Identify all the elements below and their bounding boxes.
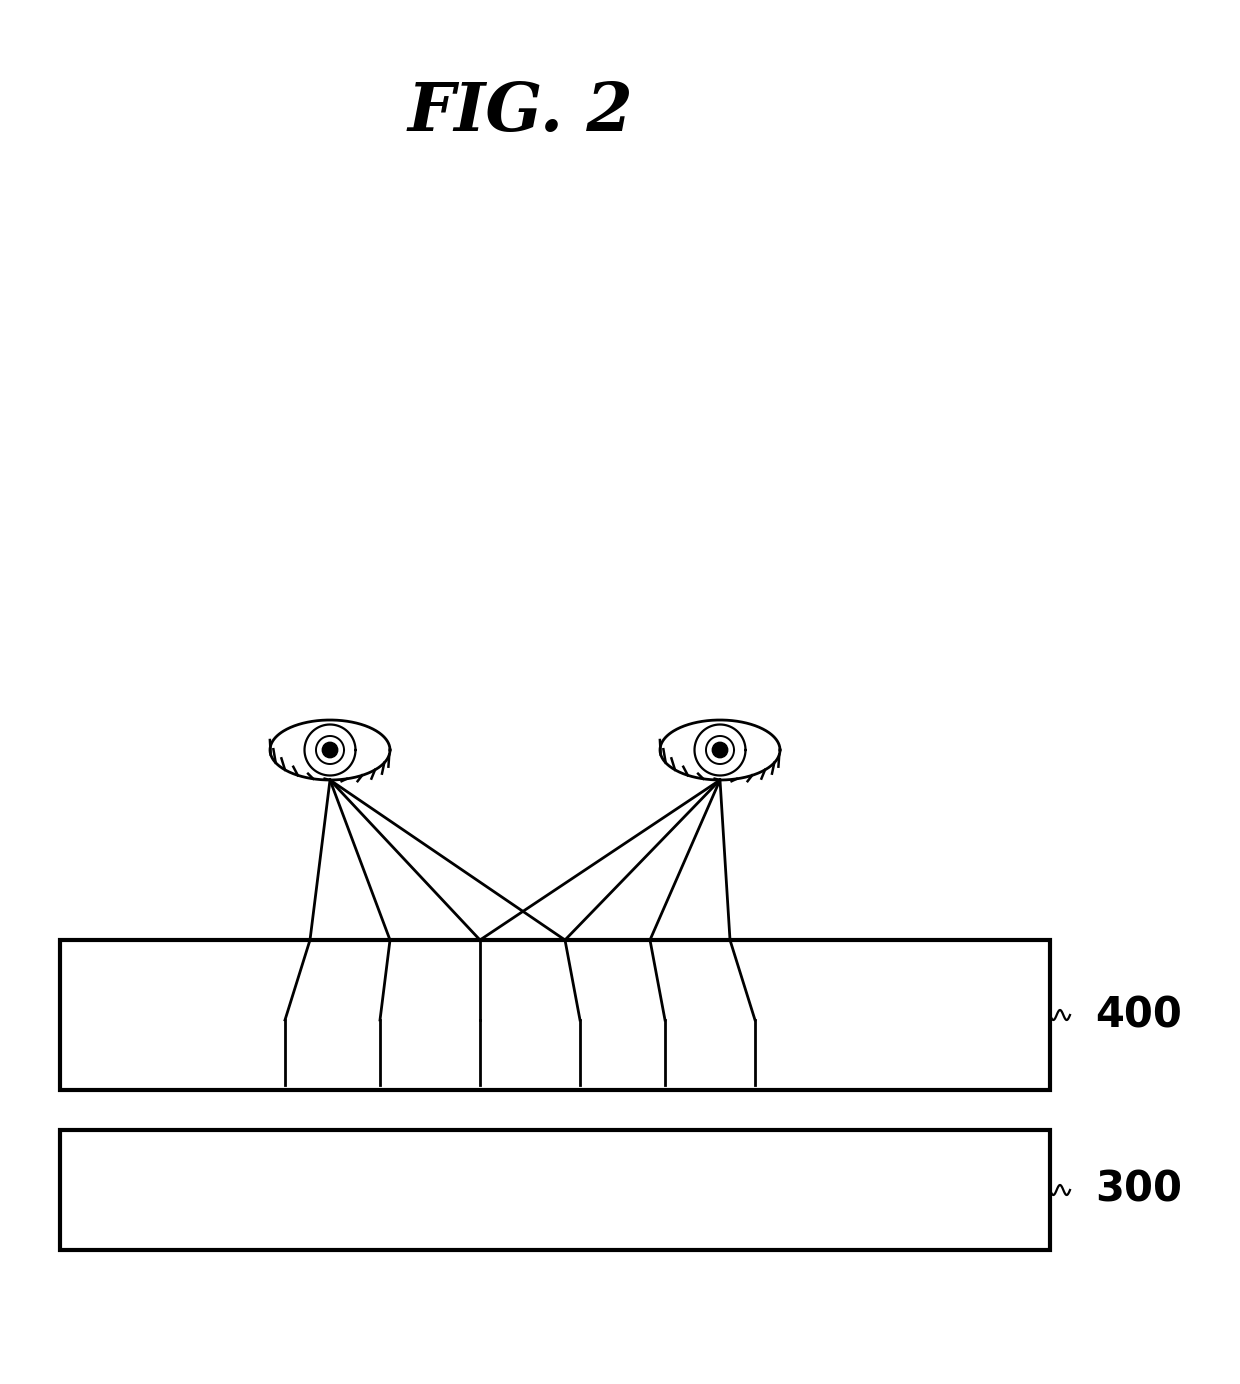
Circle shape bbox=[712, 742, 728, 757]
Bar bbox=[60, 940, 1050, 1091]
Circle shape bbox=[322, 742, 337, 757]
Text: FIG. 2: FIG. 2 bbox=[408, 80, 634, 145]
Bar bbox=[60, 1129, 1050, 1250]
Text: 300: 300 bbox=[1095, 1169, 1182, 1211]
Text: 400: 400 bbox=[1095, 994, 1182, 1037]
